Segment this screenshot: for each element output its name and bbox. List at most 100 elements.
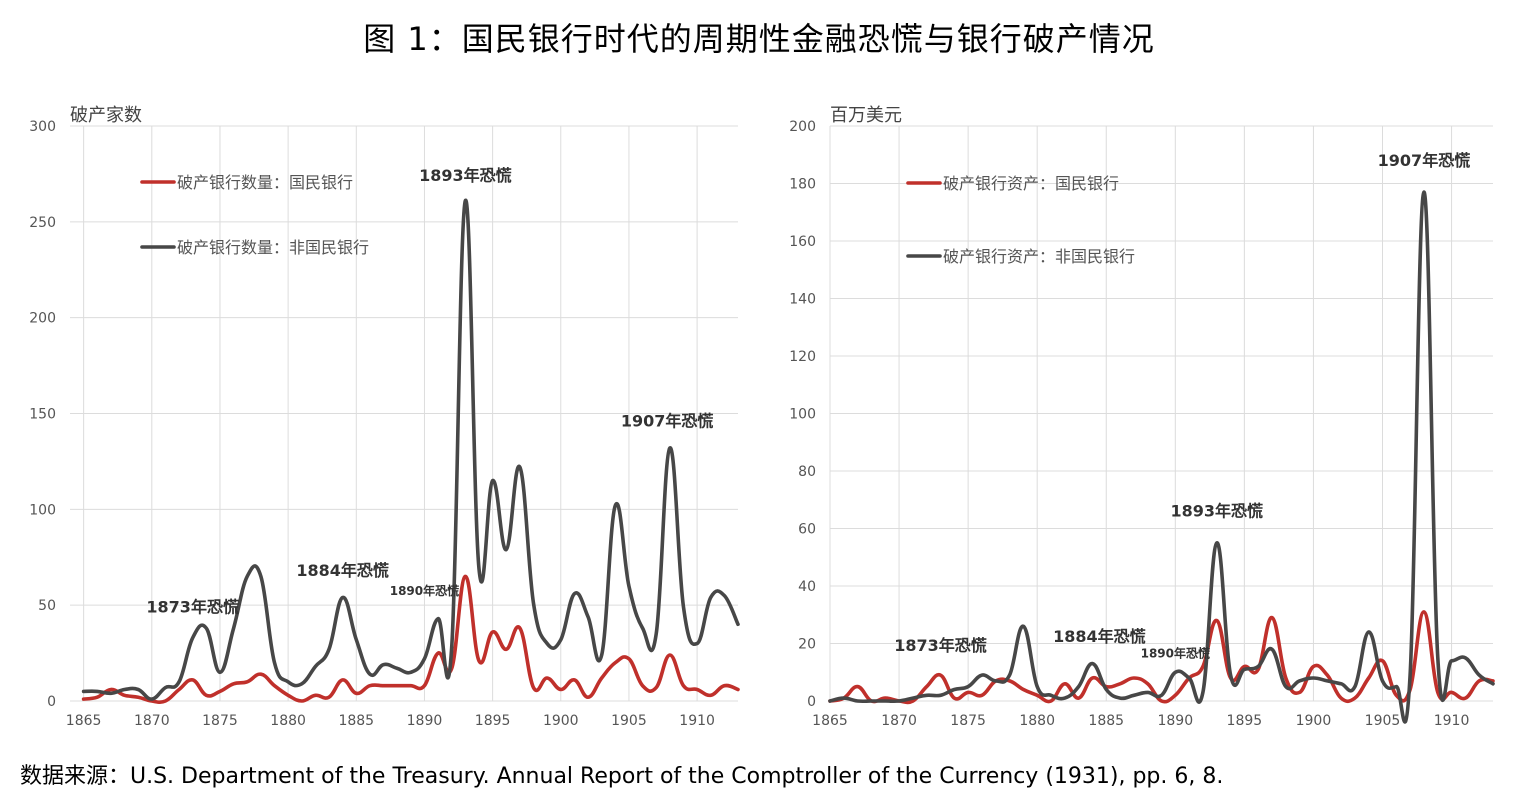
data-point xyxy=(600,653,604,657)
data-point xyxy=(1049,699,1053,703)
data-point xyxy=(422,684,426,688)
data-point xyxy=(586,615,590,619)
data-point xyxy=(422,657,426,661)
data-point xyxy=(286,680,290,684)
data-point xyxy=(232,682,236,686)
y-tick-label: 80 xyxy=(798,464,816,480)
data-point xyxy=(532,686,536,690)
x-tick-label: 1910 xyxy=(1434,713,1470,729)
x-tick-label: 1875 xyxy=(202,713,238,729)
data-point xyxy=(123,688,127,692)
data-point xyxy=(504,548,508,552)
data-point xyxy=(218,689,222,693)
data-point xyxy=(95,689,99,693)
data-point xyxy=(436,617,440,621)
x-tick-label: 1870 xyxy=(134,713,170,729)
x-tick-label: 1865 xyxy=(66,713,102,729)
data-point xyxy=(1229,673,1233,677)
data-point xyxy=(966,685,970,689)
y-tick-label: 200 xyxy=(29,311,56,327)
data-point xyxy=(232,626,236,630)
panic-annotation: 1884年恐慌 xyxy=(296,561,389,580)
data-point xyxy=(1325,673,1329,677)
data-point xyxy=(1381,679,1385,683)
data-point xyxy=(681,605,685,609)
y-tick-label: 120 xyxy=(789,349,816,365)
x-tick-label: 1895 xyxy=(1227,713,1263,729)
data-point xyxy=(382,684,386,688)
data-point xyxy=(204,626,208,630)
x-tick-label: 1885 xyxy=(1088,713,1124,729)
data-point xyxy=(641,684,645,688)
data-point xyxy=(1160,699,1164,703)
data-point xyxy=(504,647,508,651)
data-point xyxy=(1367,676,1371,680)
panic-annotation: 1890年恐慌 xyxy=(390,583,459,598)
data-point xyxy=(1077,685,1081,689)
data-point xyxy=(1298,690,1302,694)
data-point xyxy=(559,638,563,642)
data-point xyxy=(1021,624,1025,628)
data-point xyxy=(1298,679,1302,683)
data-point xyxy=(477,567,481,571)
panic-annotation: 1893年恐慌 xyxy=(1170,502,1263,521)
data-point xyxy=(1463,696,1467,700)
series-line-national xyxy=(81,574,740,705)
data-point xyxy=(382,663,386,667)
data-point xyxy=(368,672,372,676)
data-point xyxy=(1146,682,1150,686)
data-point xyxy=(1270,616,1274,620)
y-tick-label: 140 xyxy=(789,292,816,308)
data-point xyxy=(1187,676,1191,680)
data-point xyxy=(1394,685,1398,689)
data-point xyxy=(1477,673,1481,677)
x-tick-label: 1910 xyxy=(679,713,715,729)
data-point xyxy=(939,693,943,697)
data-point xyxy=(627,657,631,661)
data-point xyxy=(668,446,672,450)
data-point xyxy=(163,699,167,703)
panic-annotation: 1890年恐慌 xyxy=(1141,645,1210,660)
data-point xyxy=(869,699,873,703)
data-point xyxy=(163,686,167,690)
data-point xyxy=(654,632,658,636)
data-point xyxy=(300,682,304,686)
series-line-non-national xyxy=(81,198,740,701)
x-tick-label: 1905 xyxy=(611,713,647,729)
data-point xyxy=(1450,690,1454,694)
panic-annotation: 1873年恐慌 xyxy=(894,636,987,655)
x-tick-label: 1880 xyxy=(1019,713,1055,729)
data-point xyxy=(136,695,140,699)
data-point xyxy=(259,574,263,578)
data-point xyxy=(95,695,99,699)
y-tick-label: 0 xyxy=(807,694,816,710)
y-tick-label: 200 xyxy=(789,119,816,135)
data-point xyxy=(272,661,276,665)
data-point xyxy=(828,699,832,703)
data-point xyxy=(1063,696,1067,700)
y-tick-label: 300 xyxy=(29,119,56,135)
data-point xyxy=(966,690,970,694)
x-tick-label: 1895 xyxy=(475,713,511,729)
legend-label: 破产银行数量：国民银行 xyxy=(177,173,353,192)
x-tick-label: 1905 xyxy=(1365,713,1401,729)
data-point xyxy=(177,680,181,684)
data-point xyxy=(1090,676,1094,680)
data-point xyxy=(1491,682,1495,686)
data-point xyxy=(1118,682,1122,686)
legend-label: 破产银行资产：非国民银行 xyxy=(943,247,1135,266)
data-point xyxy=(463,199,467,203)
data-point xyxy=(1256,665,1260,669)
data-point xyxy=(436,651,440,655)
y-axis-label: 破产家数 xyxy=(70,105,142,126)
data-point xyxy=(1132,676,1136,680)
data-point xyxy=(883,699,887,703)
data-point xyxy=(572,678,576,682)
data-point xyxy=(82,689,86,693)
data-point xyxy=(477,659,481,663)
data-point xyxy=(1339,682,1343,686)
data-point xyxy=(327,695,331,699)
data-point xyxy=(109,688,113,692)
x-tick-label: 1890 xyxy=(407,713,443,729)
data-point xyxy=(532,601,536,605)
